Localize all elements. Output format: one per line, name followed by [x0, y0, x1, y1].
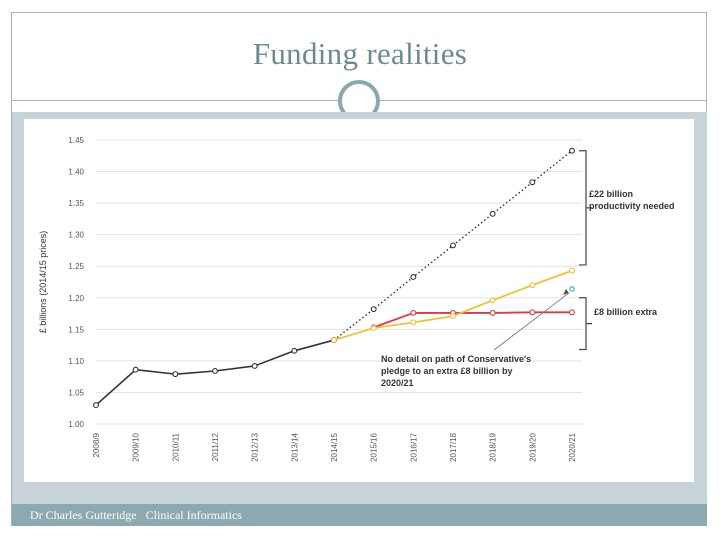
funding-chart: 1.00 1.05 1.10 1.15 1.20 1.25 1.30 1.35 1.40 1.45…: [38, 136, 675, 462]
x-tick-label: 2016/17: [409, 432, 418, 461]
y-axis-label: £ billions (2014/15 prices): [38, 231, 48, 334]
productivity-series-marker: [450, 242, 456, 249]
footer-department: Clinical Informatics: [145, 508, 242, 522]
pledge-path-series-marker: [331, 337, 337, 344]
pledge-path-series-marker: [529, 282, 536, 289]
productivity-annotation: £22 billion: [589, 189, 633, 199]
historic-series-marker: [172, 371, 179, 378]
extra-8bn-series-marker: [569, 309, 575, 316]
x-tick-label: 2010/11: [171, 432, 180, 461]
footer-bar: [12, 504, 707, 526]
y-tick-label: 1.25: [68, 262, 84, 271]
uncertain-point-marker: [569, 286, 575, 292]
productivity-bracket: [579, 150, 592, 266]
extra-8bn-annotation: £8 billion extra: [594, 307, 658, 317]
extra-8bn-series-marker: [410, 309, 417, 316]
productivity-series-marker: [529, 179, 536, 186]
pledge-path-series-marker: [569, 267, 575, 274]
y-tick-label: 1.05: [68, 388, 84, 397]
historic-series-marker: [212, 368, 218, 374]
x-tick-label: 2020/21: [568, 432, 577, 461]
historic-series-marker: [93, 402, 99, 409]
x-tick-label: 2009/10: [132, 432, 141, 461]
pledge-path-series-marker: [410, 319, 417, 326]
x-tick-label: 2015/16: [370, 432, 379, 461]
extra-8bn-bracket: [579, 297, 592, 351]
y-tick-label: 1.35: [68, 199, 84, 208]
note-pointer-line: [493, 292, 570, 351]
x-tick-label: 2014/15: [330, 432, 339, 461]
slide-title: Funding realities: [252, 36, 468, 71]
y-tick-label: 1.30: [68, 231, 84, 240]
y-tick-label: 1.00: [68, 420, 84, 429]
productivity-series-marker: [489, 210, 496, 217]
y-tick-label: 1.40: [68, 168, 84, 177]
pledge-path-series-marker: [370, 325, 377, 332]
historic-series-marker: [132, 366, 139, 373]
productivity-series-marker: [410, 274, 417, 280]
y-tick-label: 1.45: [68, 136, 84, 145]
note-pointer-arrowhead: [563, 288, 569, 295]
y-tick-label: 1.20: [68, 294, 84, 303]
x-tick-label: 2012/13: [251, 432, 260, 461]
footer-author: Dr Charles Gutteridge: [30, 508, 137, 522]
chart-card: 1.00 1.05 1.10 1.15 1.20 1.25 1.30 1.35 1.40 1.45…: [24, 119, 694, 482]
extra-8bn-series-line: [373, 311, 572, 329]
productivity-annotation: productivity needed: [589, 201, 675, 211]
y-tick-label: 1.10: [68, 357, 84, 366]
historic-series-marker: [291, 347, 298, 354]
pledge-path-series-marker: [450, 313, 456, 320]
x-tick-label: 2019/20: [528, 432, 537, 461]
productivity-series-marker: [370, 306, 377, 313]
x-tick-label: 2008/9: [92, 432, 101, 457]
pledge-note-annotation: pledge to an extra £8 billion by: [381, 366, 513, 376]
x-tick-label: 2011/12: [211, 432, 220, 461]
pledge-note-annotation: 2020/21: [381, 378, 414, 388]
pledge-note-annotation: No detail on path of Conservative's: [381, 354, 531, 364]
extra-8bn-series-marker: [489, 309, 496, 316]
historic-series-marker: [251, 362, 258, 369]
x-tick-label: 2018/19: [489, 432, 498, 461]
extra-8bn-series-marker: [529, 309, 536, 316]
pledge-path-series-marker: [489, 297, 496, 304]
x-tick-label: 2017/18: [449, 432, 458, 461]
y-tick-label: 1.15: [68, 325, 84, 334]
x-tick-label: 2013/14: [290, 432, 299, 461]
productivity-series-marker: [569, 147, 575, 154]
footer: Dr Charles Gutteridge Clinical Informatic…: [30, 508, 251, 523]
